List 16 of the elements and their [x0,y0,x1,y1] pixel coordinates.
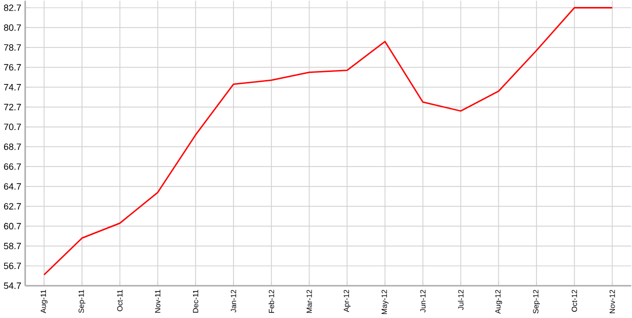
line-series [43,6,613,276]
y-tick-label: 56.7 [4,262,21,270]
y-tick-label: 64.7 [4,183,21,190]
y-tick-label: 78.7 [4,44,21,51]
y-tick-label: 60.7 [4,222,21,230]
y-tick-label: 70.7 [4,124,21,130]
y-tick-label: 76.7 [4,64,21,70]
y-tick-label: 72.7 [4,104,21,110]
y-tick-label: 58.7 [4,242,21,250]
y-tick-label: 66.7 [4,163,21,170]
y-tick-label: 82.7 [4,4,21,11]
y-tick-label: 74.7 [4,84,21,90]
y-tick-label: 80.7 [4,24,21,31]
y-tick-label: 68.7 [4,143,21,150]
y-tick-label: 62.7 [4,202,21,210]
y-tick-label: 54.7 [4,282,21,289]
